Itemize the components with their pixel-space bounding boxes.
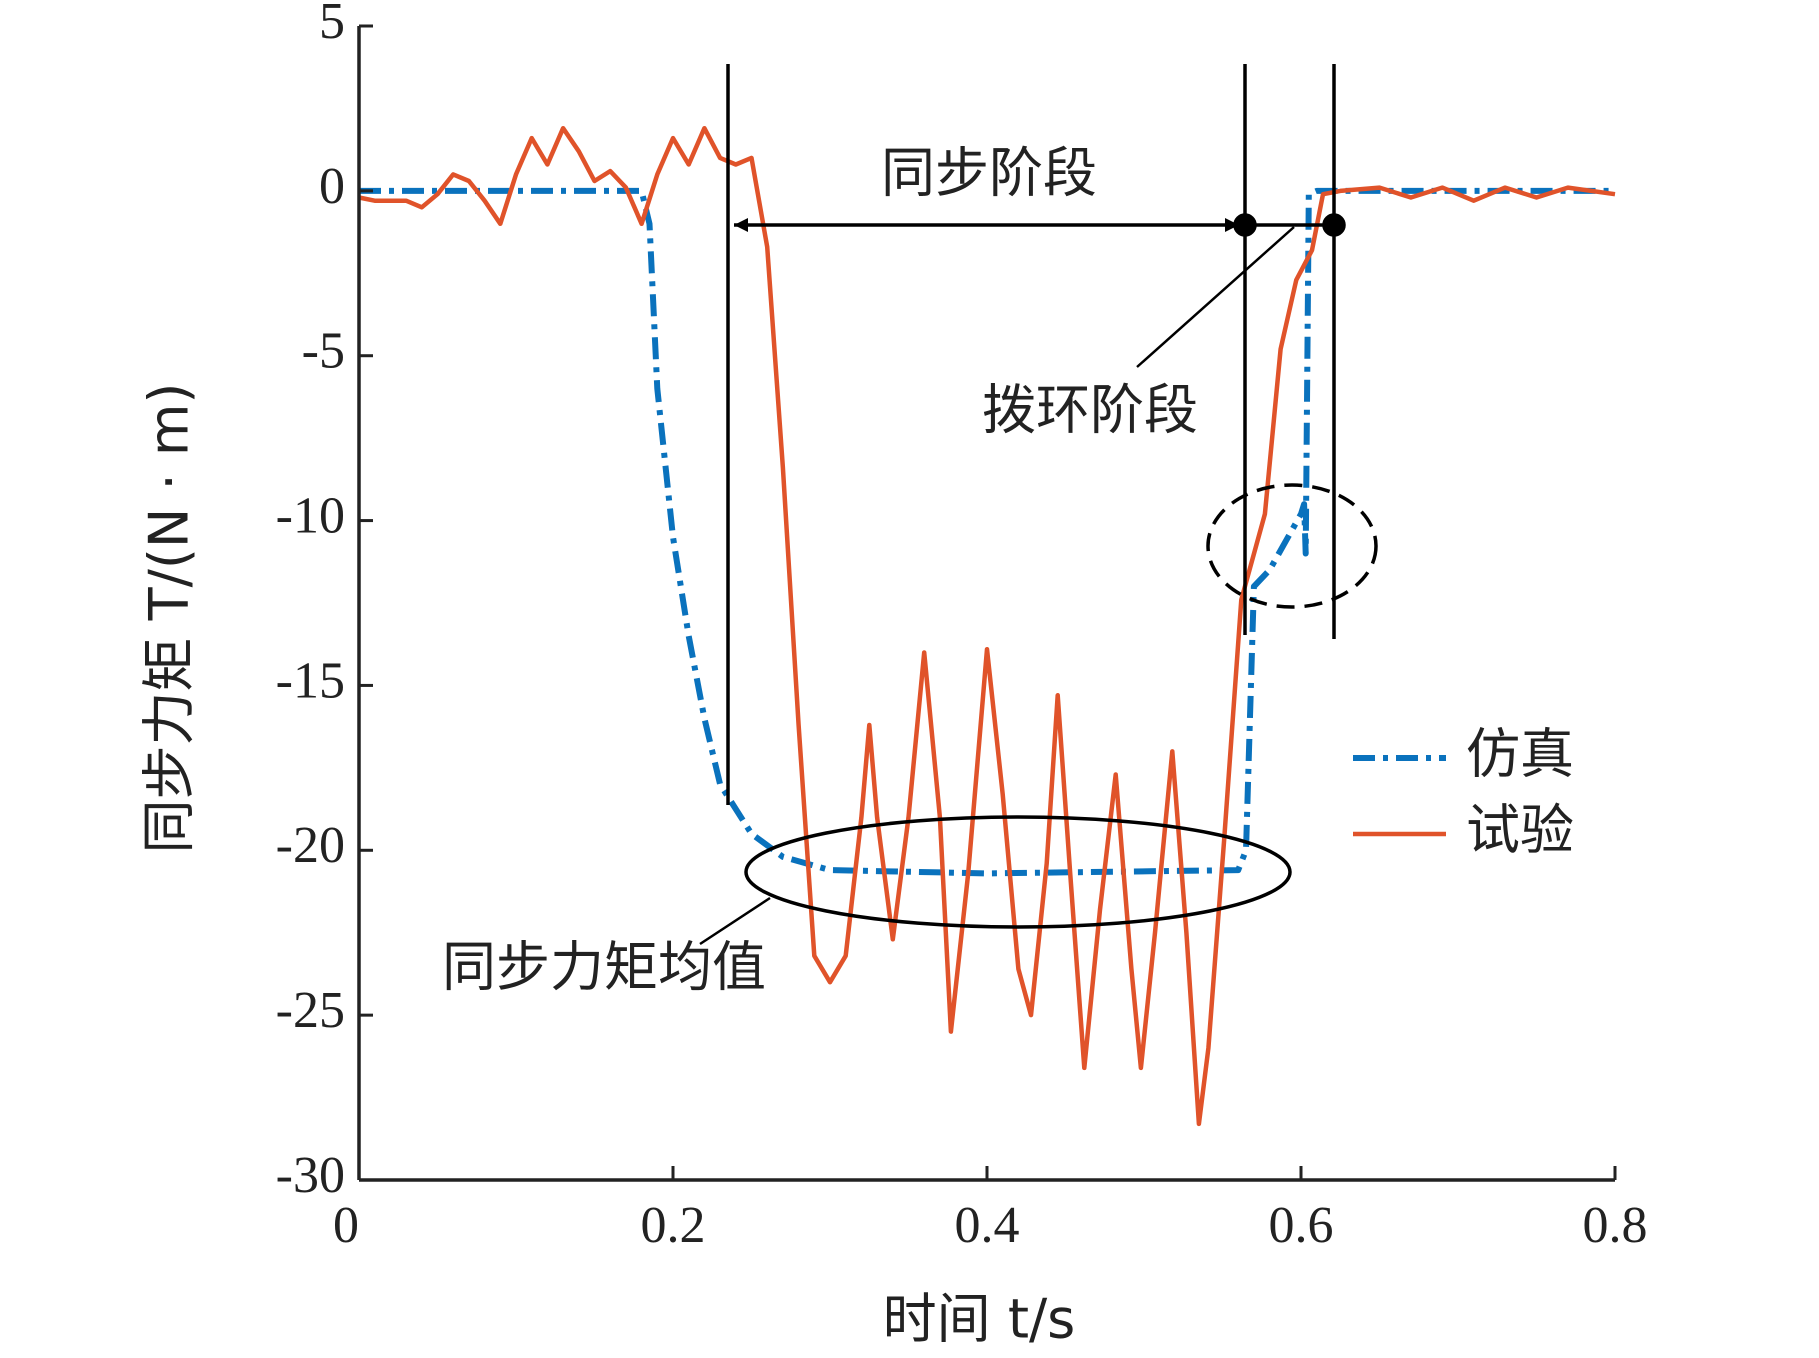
legend-label: 试验 <box>1466 799 1574 862</box>
y-tick-label: -10 <box>276 488 345 545</box>
legend-label: 仿真 <box>1466 723 1574 786</box>
annotations <box>699 64 1378 946</box>
x-tick-label: 0.6 <box>1269 1197 1334 1254</box>
y-tick-label: -30 <box>276 1147 345 1204</box>
y-tick-label: -15 <box>276 652 345 709</box>
y-tick-label: 5 <box>319 0 345 50</box>
x-tick-label: 0.4 <box>955 1197 1020 1254</box>
mean-ellipse <box>744 815 1292 929</box>
dashed-ellipse <box>1206 483 1378 609</box>
dot <box>1322 213 1346 237</box>
x-tick-label: 0.2 <box>641 1197 706 1254</box>
annotation: 同步力矩均值 <box>442 936 766 999</box>
y-tick-label: -5 <box>302 323 345 380</box>
annotation: 拨环阶段 <box>982 379 1198 442</box>
leader-line <box>1136 226 1295 368</box>
y-tick-label: -20 <box>276 817 345 874</box>
series-line <box>358 125 1616 1127</box>
y-tick-label: 0 <box>319 158 345 215</box>
x-tick-label: 0 <box>333 1197 359 1254</box>
x-axis-label: 时间 t/s <box>883 1288 1076 1351</box>
series-line <box>359 187 1615 877</box>
x-tick-label: 0.8 <box>1583 1197 1648 1254</box>
dot <box>1233 213 1257 237</box>
y-axis-label: 同步力矩 T/(N · m) <box>138 383 201 854</box>
y-tick-label: -25 <box>276 982 345 1039</box>
annotation: 同步阶段 <box>881 142 1097 205</box>
leader-line <box>699 896 771 946</box>
